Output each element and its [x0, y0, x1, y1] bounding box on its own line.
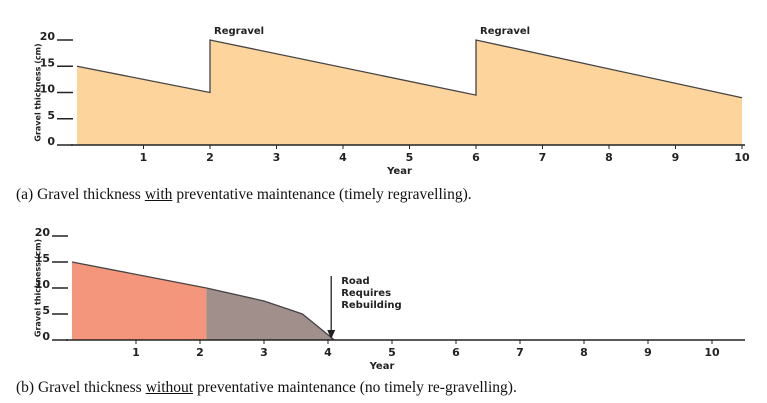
y-axis-label: Gravel thickness (cm): [34, 239, 43, 337]
y-tick-label: 20: [40, 30, 56, 43]
y-tick-label: 20: [35, 226, 51, 239]
y-tick-label: 10: [40, 83, 56, 96]
x-tick-label: 7: [539, 151, 547, 164]
y-tick-label: 0: [42, 330, 50, 343]
caption-text: (b) Gravel thickness: [16, 379, 142, 396]
x-tick-label: 2: [196, 346, 204, 359]
x-tick-label: 8: [605, 151, 613, 164]
area-edge: [76, 39, 743, 99]
annotation: Requires: [341, 288, 391, 299]
x-tick-label: 5: [388, 346, 396, 359]
annotation: Regravel: [480, 26, 530, 37]
x-tick-label: 3: [273, 151, 281, 164]
annotation: Road: [341, 276, 369, 287]
area-edge: [206, 287, 335, 341]
caption-text: preventative maintenance (no timely re-g…: [197, 379, 517, 396]
y-tick-label: 5: [47, 109, 55, 122]
annotation: Regravel: [214, 26, 264, 37]
caption-emphasis: without: [145, 379, 194, 396]
caption: (a) Gravel thickness with preventative mai…: [16, 186, 476, 204]
caption-text: (a) Gravel thickness: [16, 186, 141, 203]
x-axis-label: Year: [369, 361, 395, 372]
x-tick-label: 9: [644, 346, 652, 359]
x-tick-label: 4: [324, 346, 332, 359]
x-tick-label: 3: [260, 346, 268, 359]
area: [206, 288, 335, 340]
x-tick-label: 6: [452, 346, 460, 359]
x-tick-label: 10: [704, 346, 720, 359]
caption: (b) Gravel thickness without preventative …: [16, 379, 521, 397]
x-tick-label: 1: [132, 346, 140, 359]
x-tick-label: 1: [140, 151, 148, 164]
arrow-head: [327, 330, 336, 339]
x-tick-label: 2: [206, 151, 214, 164]
area: [72, 262, 207, 340]
x-tick-label: 10: [734, 151, 750, 164]
area-edge: [71, 261, 207, 289]
y-tick-label: 0: [47, 135, 55, 148]
caption-text: preventative maintenance (timely regrave…: [176, 186, 472, 203]
y-axis-label: Gravel thickness (cm): [34, 43, 43, 141]
x-tick-label: 7: [516, 346, 524, 359]
x-tick-label: 4: [339, 151, 347, 164]
x-tick-label: 5: [406, 151, 414, 164]
y-tick-label: 5: [42, 304, 50, 317]
y-tick-label: 10: [35, 278, 51, 291]
caption-emphasis: with: [144, 186, 173, 203]
x-tick-label: 9: [672, 151, 680, 164]
area: [77, 40, 742, 145]
annotation: Rebuilding: [341, 300, 401, 311]
x-axis-label: Year: [386, 166, 412, 177]
y-tick-label: 15: [40, 56, 55, 69]
x-tick-label: 8: [580, 346, 588, 359]
x-tick-label: 6: [472, 151, 480, 164]
y-tick-label: 15: [35, 252, 50, 265]
